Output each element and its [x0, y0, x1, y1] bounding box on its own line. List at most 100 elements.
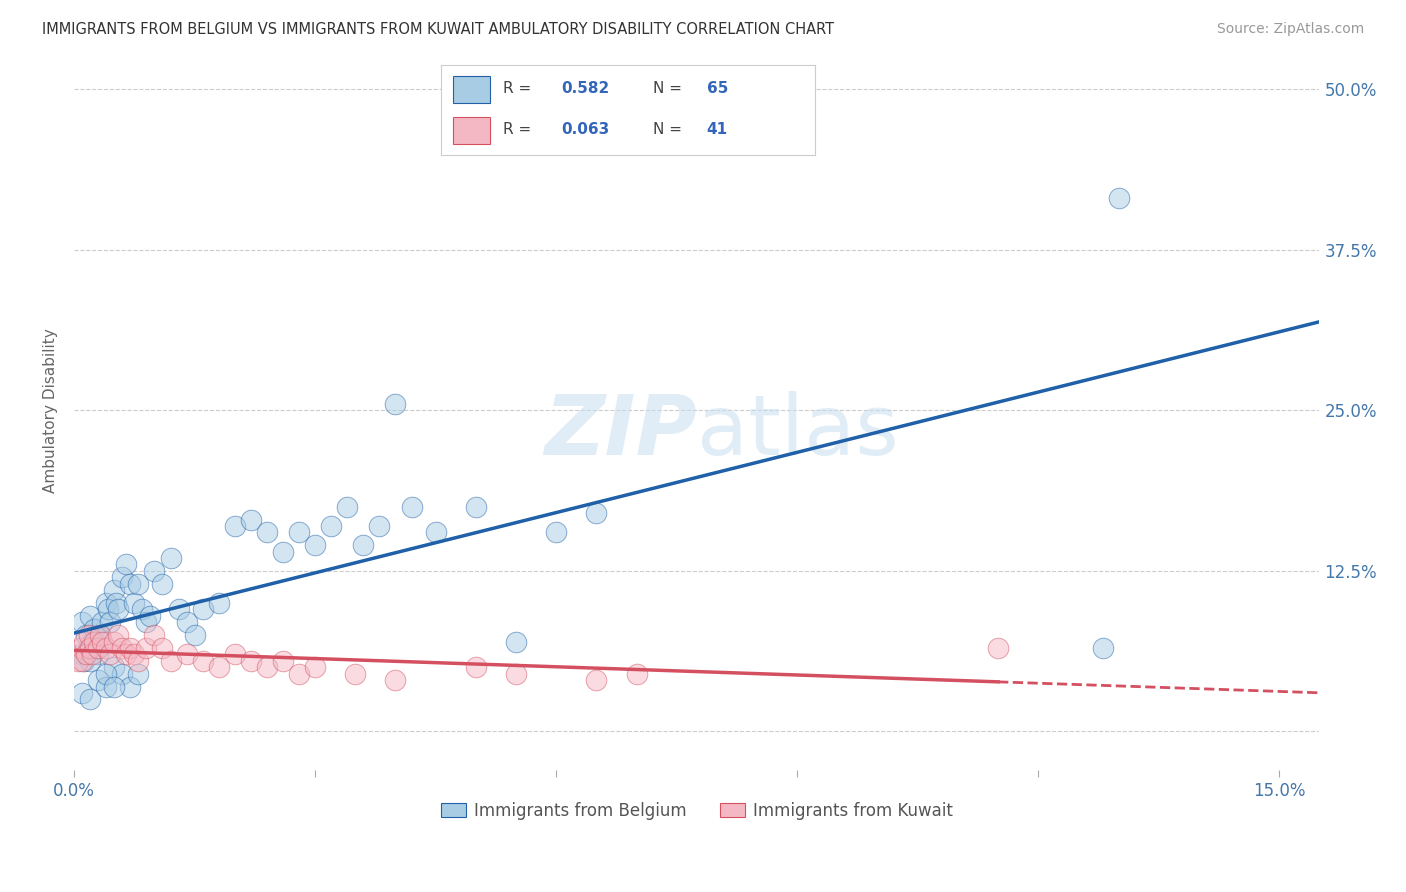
- Point: [89, 628, 111, 642]
- Point: [103, 660, 125, 674]
- Point: [425, 525, 447, 540]
- Point: [288, 666, 311, 681]
- Point: [139, 608, 162, 623]
- Point: [96, 666, 118, 681]
- Point: [464, 500, 486, 514]
- Point: [73, 634, 96, 648]
- Point: [73, 654, 96, 668]
- Point: [120, 680, 142, 694]
- Point: [127, 576, 149, 591]
- Point: [352, 538, 374, 552]
- Point: [77, 640, 100, 655]
- Point: [585, 673, 607, 687]
- Point: [183, 628, 205, 642]
- Point: [1108, 191, 1130, 205]
- Point: [103, 583, 125, 598]
- Point: [546, 525, 568, 540]
- Point: [89, 628, 111, 642]
- Point: [256, 525, 278, 540]
- Point: [127, 654, 149, 668]
- Point: [83, 634, 105, 648]
- Point: [77, 628, 100, 642]
- Point: [115, 648, 138, 662]
- Point: [384, 673, 406, 687]
- Point: [288, 525, 311, 540]
- Point: [626, 666, 648, 681]
- Point: [271, 544, 294, 558]
- Point: [208, 660, 231, 674]
- Point: [111, 640, 134, 655]
- Point: [124, 596, 146, 610]
- Point: [80, 648, 103, 662]
- Point: [135, 615, 157, 630]
- Point: [585, 506, 607, 520]
- Point: [79, 608, 101, 623]
- Point: [321, 519, 343, 533]
- Text: Source: ZipAtlas.com: Source: ZipAtlas.com: [1216, 22, 1364, 37]
- Point: [152, 640, 174, 655]
- Point: [87, 673, 110, 687]
- Point: [69, 640, 91, 655]
- Point: [384, 397, 406, 411]
- Point: [97, 602, 120, 616]
- Point: [505, 634, 527, 648]
- Point: [124, 648, 146, 662]
- Point: [143, 564, 166, 578]
- Point: [304, 538, 326, 552]
- Point: [83, 622, 105, 636]
- Point: [67, 654, 90, 668]
- Point: [115, 558, 138, 572]
- Point: [98, 615, 121, 630]
- Point: [176, 615, 198, 630]
- Point: [191, 654, 214, 668]
- Point: [224, 648, 246, 662]
- Point: [256, 660, 278, 674]
- Text: atlas: atlas: [697, 392, 898, 473]
- Point: [344, 666, 367, 681]
- Point: [304, 660, 326, 674]
- Point: [103, 634, 125, 648]
- Point: [208, 596, 231, 610]
- Point: [1091, 640, 1114, 655]
- Point: [91, 615, 114, 630]
- Point: [191, 602, 214, 616]
- Point: [167, 602, 190, 616]
- Point: [79, 654, 101, 668]
- Point: [159, 654, 181, 668]
- Point: [75, 648, 97, 662]
- Point: [69, 648, 91, 662]
- Point: [70, 654, 93, 668]
- Text: ZIP: ZIP: [544, 392, 697, 473]
- Point: [111, 570, 134, 584]
- Point: [79, 640, 101, 655]
- Point: [120, 640, 142, 655]
- Text: IMMIGRANTS FROM BELGIUM VS IMMIGRANTS FROM KUWAIT AMBULATORY DISABILITY CORRELAT: IMMIGRANTS FROM BELGIUM VS IMMIGRANTS FR…: [42, 22, 834, 37]
- Point: [96, 596, 118, 610]
- Point: [120, 576, 142, 591]
- Point: [131, 602, 153, 616]
- Point: [96, 640, 118, 655]
- Point: [159, 551, 181, 566]
- Point: [143, 628, 166, 642]
- Point: [239, 654, 262, 668]
- Point: [107, 602, 129, 616]
- Point: [152, 576, 174, 591]
- Point: [96, 680, 118, 694]
- Point: [271, 654, 294, 668]
- Point: [80, 634, 103, 648]
- Point: [75, 628, 97, 642]
- Point: [111, 666, 134, 681]
- Point: [70, 686, 93, 700]
- Point: [87, 640, 110, 655]
- Point: [87, 648, 110, 662]
- Point: [98, 648, 121, 662]
- Point: [127, 666, 149, 681]
- Legend: Immigrants from Belgium, Immigrants from Kuwait: Immigrants from Belgium, Immigrants from…: [434, 795, 960, 826]
- Point: [70, 615, 93, 630]
- Point: [368, 519, 391, 533]
- Point: [135, 640, 157, 655]
- Point: [103, 680, 125, 694]
- Y-axis label: Ambulatory Disability: Ambulatory Disability: [44, 328, 58, 492]
- Point: [505, 666, 527, 681]
- Point: [107, 628, 129, 642]
